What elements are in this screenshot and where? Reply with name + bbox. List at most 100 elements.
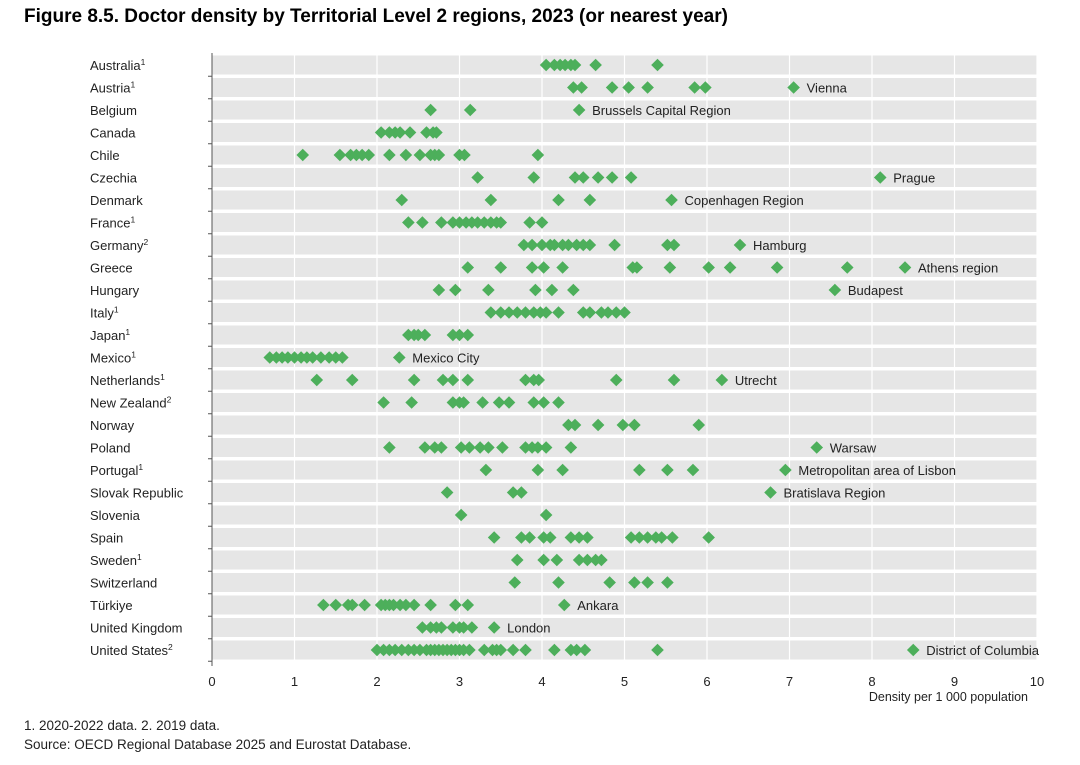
footnote-marker: 1 (160, 372, 165, 382)
data-point (641, 576, 654, 589)
data-point (387, 598, 400, 612)
data-point (663, 261, 677, 274)
point-annotation: Athens region (918, 261, 998, 276)
data-point (723, 261, 737, 274)
data-point (529, 283, 542, 297)
data-point (572, 531, 586, 544)
data-point (641, 81, 654, 94)
category-label: Spain (90, 531, 123, 546)
data-point (403, 126, 417, 139)
data-point (482, 441, 495, 454)
data-point (435, 216, 448, 229)
data-point (454, 508, 468, 522)
point-annotation: Bratislava Region (784, 486, 886, 501)
data-point (898, 261, 912, 274)
category-label: Slovenia (90, 508, 141, 523)
data-point (591, 171, 605, 184)
data-point (416, 216, 429, 229)
data-point (840, 261, 854, 274)
data-point (362, 148, 376, 162)
data-point (576, 306, 590, 319)
data-point (628, 418, 641, 432)
point-annotation: Utrecht (735, 373, 777, 388)
data-point (413, 148, 427, 162)
category-label: United States2 (90, 642, 173, 658)
x-tick-label: 1 (291, 674, 298, 689)
data-point (527, 396, 541, 409)
data-point (568, 418, 582, 432)
data-point (436, 373, 450, 387)
data-point (510, 306, 524, 319)
data-point (453, 328, 466, 342)
data-point (395, 643, 409, 657)
data-point (484, 193, 498, 207)
data-point (539, 508, 553, 522)
data-point (688, 81, 701, 94)
data-point (461, 328, 475, 342)
data-point (506, 643, 520, 657)
data-point (457, 396, 470, 409)
data-point (477, 643, 491, 657)
category-label: United Kingdom (90, 621, 183, 636)
point-annotation: Metropolitan area of Lisbon (798, 463, 956, 478)
data-point (686, 463, 700, 477)
data-point (333, 148, 347, 162)
category-label: Germany2 (90, 237, 148, 253)
data-point (655, 531, 668, 544)
data-point (487, 531, 501, 544)
data-point (377, 396, 390, 409)
data-point (609, 306, 623, 319)
footnote-marker: 1 (131, 350, 136, 360)
source-note: Source: OECD Regional Database 2025 and … (24, 737, 412, 752)
data-point (605, 171, 619, 184)
data-point (479, 463, 493, 477)
data-point (487, 621, 501, 634)
data-point (651, 58, 664, 72)
category-label: Czechia (90, 171, 138, 186)
category-label: Belgium (90, 103, 137, 118)
data-point (508, 576, 522, 589)
data-point (552, 306, 565, 319)
data-point (446, 396, 460, 409)
data-point (519, 373, 532, 387)
data-point (399, 148, 413, 162)
footnote-marker: 1 (141, 57, 146, 67)
data-point (496, 441, 509, 454)
category-label: Chile (90, 148, 120, 163)
category-label: Austria1 (90, 80, 135, 96)
data-point (525, 261, 539, 274)
data-point (358, 598, 371, 612)
footnote-marker: 1 (130, 80, 135, 90)
data-point (543, 531, 557, 544)
x-tick-label: 2 (373, 674, 380, 689)
data-point (539, 306, 553, 319)
data-point (482, 283, 495, 297)
data-point (733, 238, 747, 252)
data-point (519, 306, 532, 319)
data-point (336, 351, 349, 364)
data-point (329, 351, 343, 364)
data-point (810, 441, 824, 454)
data-point (535, 238, 549, 252)
data-point (667, 373, 681, 387)
data-point (572, 553, 586, 567)
data-point (581, 531, 594, 544)
data-point (471, 171, 484, 184)
data-point (484, 306, 498, 319)
data-point (550, 553, 564, 567)
category-label: New Zealand2 (90, 395, 172, 411)
footnote-marker: 2 (143, 237, 148, 247)
category-label: France1 (90, 215, 135, 231)
point-annotation: Copenhagen Region (685, 193, 804, 208)
x-tick-label: 6 (703, 674, 710, 689)
footnote-marker: 1 (137, 552, 142, 562)
data-point (552, 193, 565, 207)
data-point (461, 598, 475, 612)
data-point (641, 531, 654, 544)
data-point (581, 553, 594, 567)
data-point (692, 418, 706, 432)
data-point (661, 463, 674, 477)
x-tick-label: 3 (456, 674, 463, 689)
data-point (395, 193, 409, 207)
data-point (568, 58, 582, 72)
